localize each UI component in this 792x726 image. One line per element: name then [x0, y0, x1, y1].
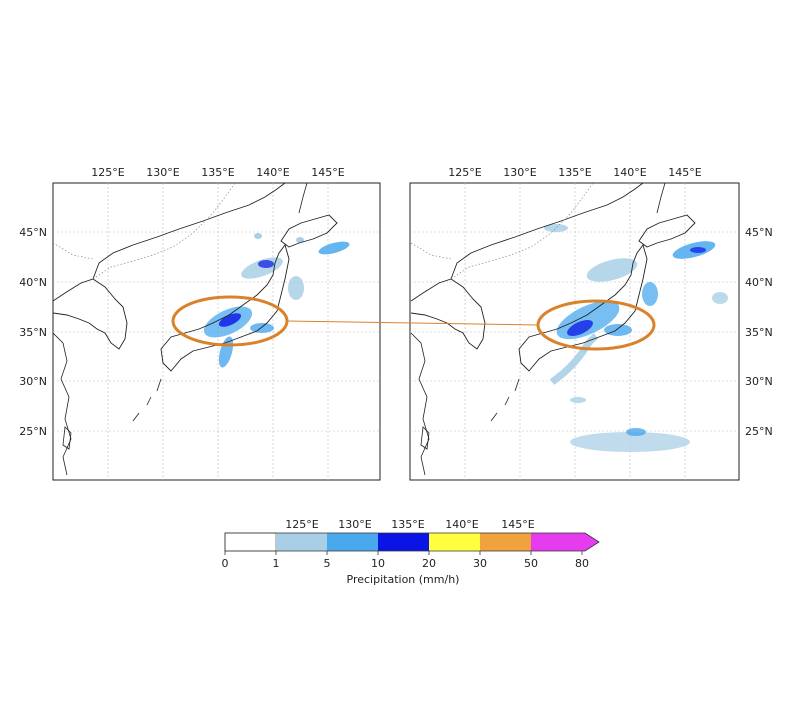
colorbar-bound-3: 10 — [371, 557, 385, 570]
colorbar-top-label-1: 130°E — [338, 518, 371, 531]
top-tick-right-0: 125°E — [448, 166, 481, 179]
lat-tick-left-2: 35°N — [19, 326, 47, 339]
colorbar-segment-0 — [224, 532, 277, 552]
colorbar-title: Precipitation (mm/h) — [347, 573, 460, 586]
top-tick-left-1: 130°E — [146, 166, 179, 179]
colorbar-bound-2: 5 — [324, 557, 331, 570]
colorbar: 125°E 130°E 135°E 140°E 145°E 0 1 5 10 2… — [222, 518, 600, 586]
colorbar-bound-4: 20 — [422, 557, 436, 570]
highlight-connector-line — [286, 320, 539, 326]
top-tick-left-0: 125°E — [91, 166, 124, 179]
top-tick-right-4: 145°E — [668, 166, 701, 179]
top-tick-left-3: 140°E — [256, 166, 289, 179]
lat-tick-right-3: 30°N — [745, 375, 773, 388]
lat-tick-right-2: 35°N — [745, 326, 773, 339]
colorbar-segment-6 — [531, 533, 599, 551]
colorbar-segment-3 — [378, 533, 429, 551]
colorbar-top-label-3: 140°E — [445, 518, 478, 531]
top-tick-right-1: 130°E — [503, 166, 536, 179]
lat-tick-right-1: 40°N — [745, 276, 773, 289]
colorbar-bound-5: 30 — [473, 557, 487, 570]
colorbar-segment-5 — [480, 533, 531, 551]
top-tick-left-4: 145°E — [311, 166, 344, 179]
colorbar-bound-6: 50 — [524, 557, 538, 570]
colorbar-top-label-0: 125°E — [285, 518, 318, 531]
lat-tick-right-4: 25°N — [745, 425, 773, 438]
lat-tick-left-0: 45°N — [19, 226, 47, 239]
lat-tick-left-3: 30°N — [19, 375, 47, 388]
colorbar-ticks — [224, 551, 583, 555]
colorbar-bound-0: 0 — [222, 557, 229, 570]
map-panel-left: 125°E 130°E 135°E 140°E 145°E 45°N 40°N … — [19, 166, 381, 481]
colorbar-segment-2 — [327, 533, 378, 551]
colorbar-outline — [224, 532, 600, 552]
top-tick-left-2: 135°E — [201, 166, 234, 179]
lat-tick-left-4: 25°N — [19, 425, 47, 438]
colorbar-segment-4 — [429, 533, 480, 551]
colorbar-bound-7: 80 — [575, 557, 589, 570]
top-tick-right-3: 140°E — [613, 166, 646, 179]
colorbar-bound-1: 1 — [273, 557, 280, 570]
colorbar-top-label-2: 135°E — [391, 518, 424, 531]
colorbar-segment-1 — [276, 533, 327, 551]
top-tick-right-2: 135°E — [558, 166, 591, 179]
colorbar-top-label-4: 145°E — [501, 518, 534, 531]
lat-tick-right-0: 45°N — [745, 226, 773, 239]
map-panel-right: 125°E 130°E 135°E 140°E 145°E 45°N 40°N … — [409, 166, 773, 481]
lat-tick-left-1: 40°N — [19, 276, 47, 289]
precipitation-right — [544, 224, 728, 452]
